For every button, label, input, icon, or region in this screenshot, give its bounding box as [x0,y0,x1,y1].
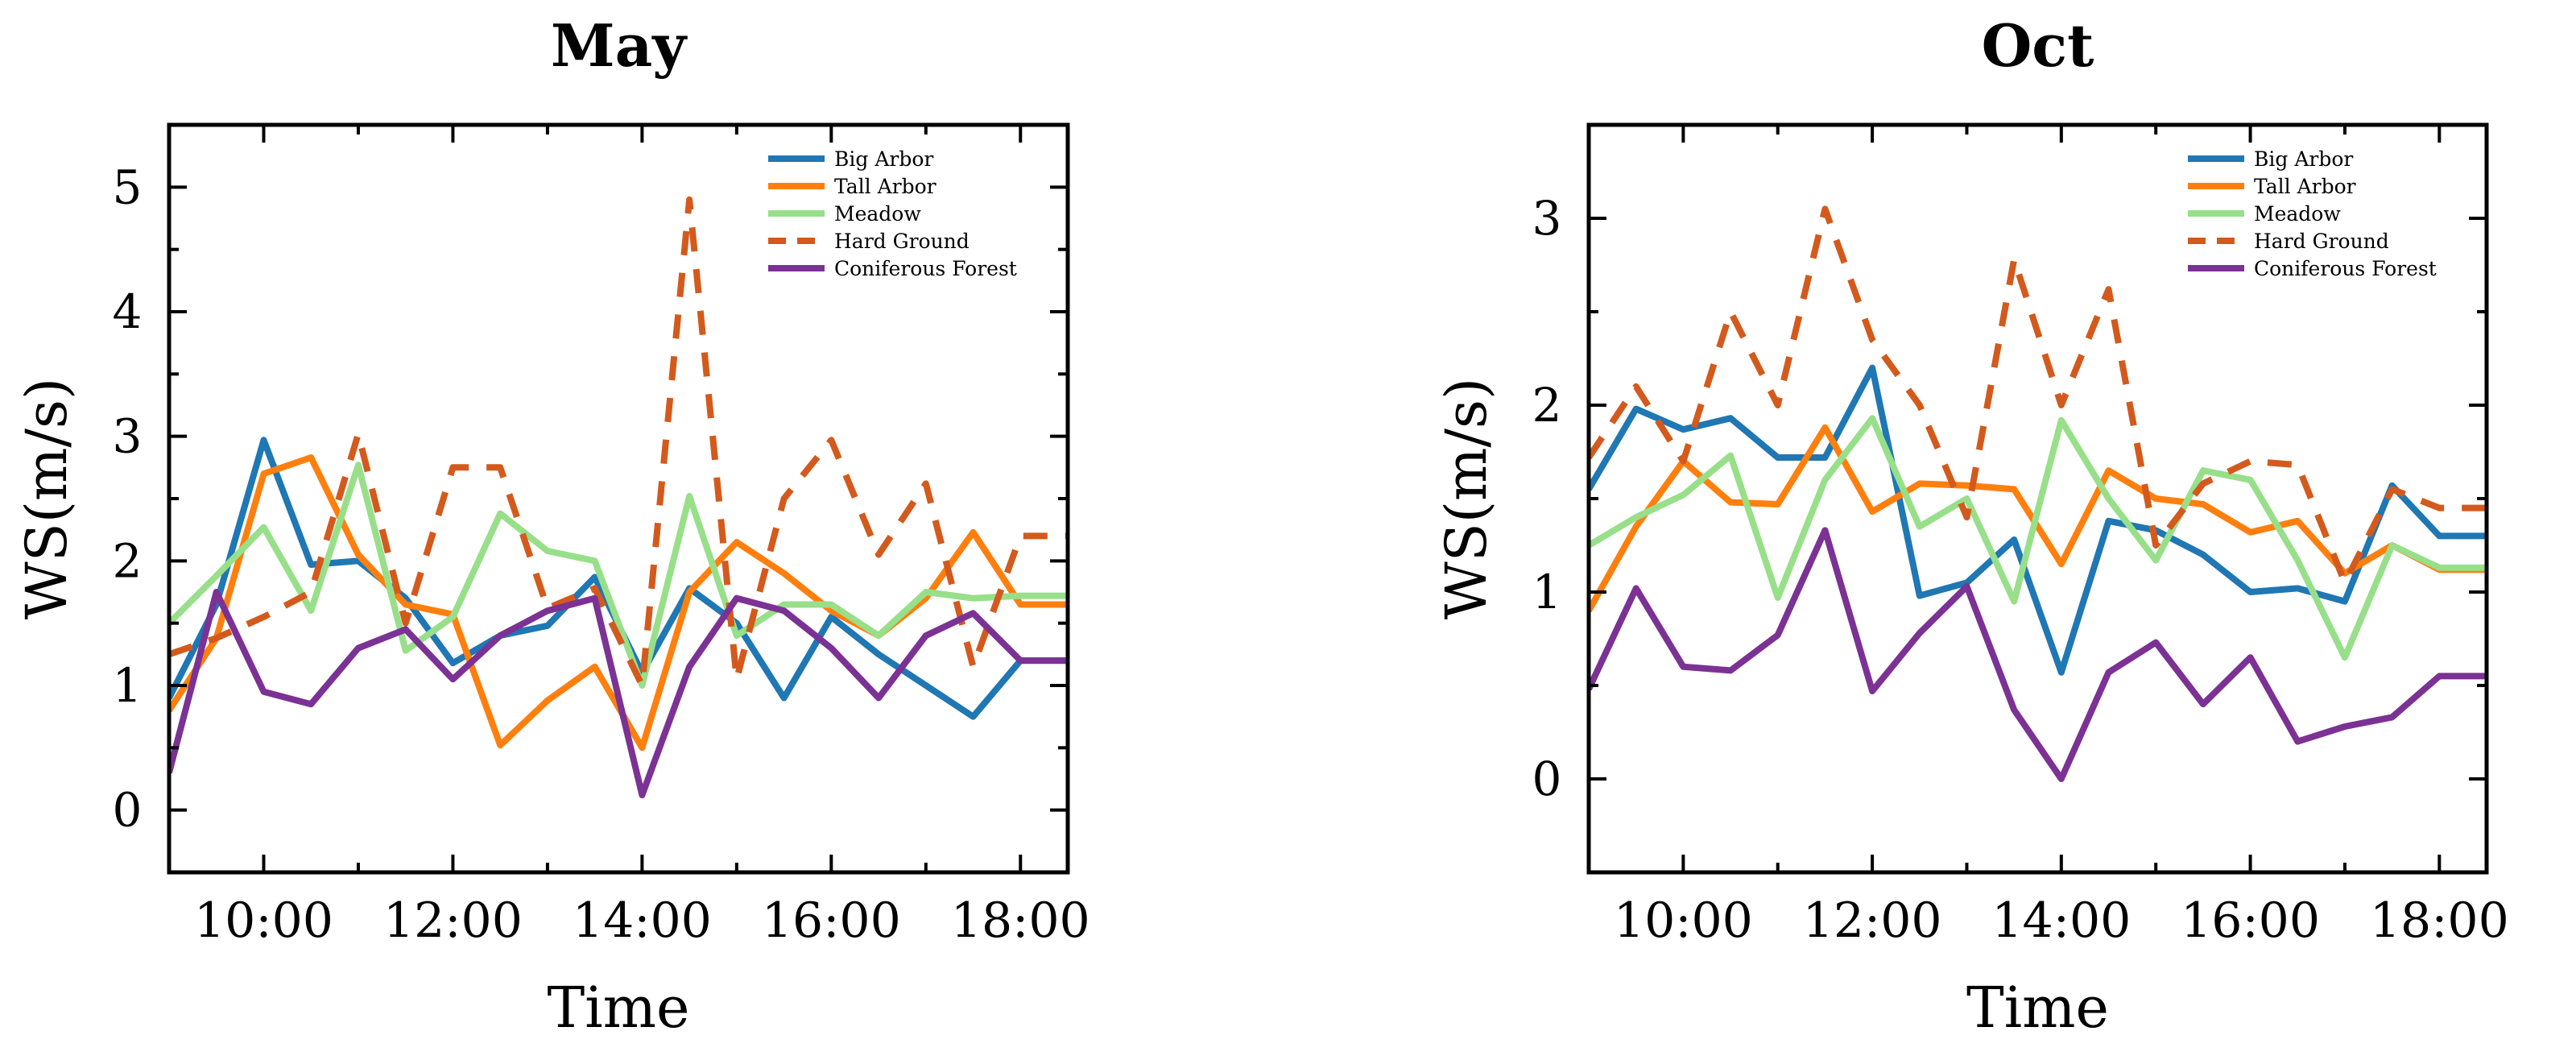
may-legend-label: Hard Ground [834,230,970,253]
oct-x-tick-label: 12:00 [1803,892,1942,949]
oct-legend-label: Meadow [2254,202,2341,226]
may-x-tick-label: 16:00 [762,892,901,949]
oct-x-axis-label: Time [1966,975,2109,1041]
oct-legend: Big Arbor Tall Arbor Meadow Hard Ground Coni… [2188,147,2437,280]
may-y-tick-label: 2 [113,533,143,588]
may-series-group [169,196,1068,799]
may-x-axis-label: Time [548,975,690,1041]
oct-series-group [1589,205,2487,782]
may-chart-panel: May 10:00 12:00 14:00 16:00 18:00 0 1 2 3 4 5 Time WS… [14,11,1090,1041]
may-y-tick-label: 0 [113,783,143,838]
oct-x-tick-label: 16:00 [2181,892,2320,949]
oct-y-tick-label: 3 [1532,191,1562,246]
may-y-tick-label: 3 [113,409,143,464]
may-series-line-hard-ground [169,196,1068,689]
may-x-tick-label: 14:00 [573,892,712,949]
oct-legend-label: Hard Ground [2254,230,2389,253]
may-x-tick-label: 12:00 [383,892,523,949]
may-series-line-big-arbor [169,437,1068,720]
oct-y-axis-label: WS(m/s) [1433,378,1499,619]
oct-x-tick-label: 18:00 [2370,892,2509,949]
oct-y-tick-label: 1 [1532,565,1562,619]
may-y-tick-label: 4 [113,284,143,339]
may-chart-title: May [551,11,688,80]
oct-y-tick-label: 2 [1532,378,1562,433]
may-y-axis-label: WS(m/s) [14,378,80,619]
oct-series-line-coniferous-forest [1589,527,2487,782]
oct-x-tick-label: 10:00 [1614,892,1753,949]
oct-legend-label: Tall Arbor [2254,175,2356,198]
may-series-line-coniferous-forest [169,589,1068,799]
oct-series-line-big-arbor [1589,364,2487,676]
may-legend-label: Meadow [834,202,921,226]
may-legend-label: Tall Arbor [834,175,937,198]
oct-y-tick-label: 0 [1532,752,1562,806]
may-legend-label: Big Arbor [834,147,933,171]
may-x-tick-label: 10:00 [194,892,333,949]
oct-legend-label: Coniferous Forest [2254,257,2437,280]
oct-series-line-meadow [1589,415,2487,661]
may-series-line-meadow [169,462,1068,689]
may-legend: Big Arbor Tall Arbor Meadow Hard Ground Coni… [768,147,1017,280]
may-legend-label: Coniferous Forest [834,257,1017,280]
may-y-tick-label: 1 [113,658,143,713]
may-y-tick-label: 5 [113,159,143,214]
may-x-tick-label: 18:00 [951,892,1090,949]
oct-legend-label: Big Arbor [2254,147,2353,171]
oct-x-tick-label: 14:00 [1991,892,2131,949]
oct-chart-panel: Oct 10:00 12:00 14:00 16:00 18:00 0 1 2 3 Time WS(m… [1433,11,2509,1041]
oct-series-line-hard-ground [1589,205,2487,586]
oct-chart-title: Oct [1982,11,2094,80]
